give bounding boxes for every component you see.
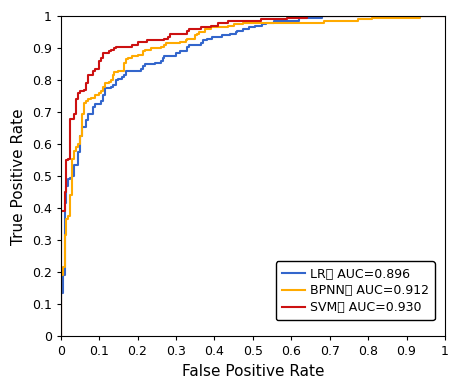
LR： AUC=0.896 — [190, 43, 196, 47]
Line: SVM： AUC=0.930: SVM： AUC=0.930 — [61, 16, 444, 336]
SVM： AUC=0.930 — [441, 14, 447, 18]
LR： AUC=0.896 — [441, 14, 447, 18]
Legend: LR： AUC=0.896, BPNN： AUC=0.912, SVM： AUC=0.930: LR： AUC=0.896, BPNN： AUC=0.912, SVM： AUC… — [275, 261, 434, 321]
LR： AUC=0.896 — [142, 62, 148, 66]
BPNN： AUC=0.912 — [133, 54, 138, 58]
SVM： AUC=0.930 — [58, 254, 63, 259]
SVM： AUC=0.930 — [303, 14, 309, 18]
Y-axis label: True Positive Rate: True Positive Rate — [11, 108, 26, 245]
SVM： AUC=0.930 — [307, 14, 313, 18]
BPNN： AUC=0.912 — [62, 257, 67, 262]
X-axis label: False Positive Rate: False Positive Rate — [181, 364, 324, 379]
BPNN： AUC=0.912 — [185, 38, 190, 43]
LR： AUC=0.896 — [58, 334, 63, 339]
BPNN： AUC=0.912 — [441, 14, 447, 18]
SVM： AUC=0.930 — [359, 14, 364, 18]
LR： AUC=0.896 — [319, 14, 324, 18]
Line: LR： AUC=0.896: LR： AUC=0.896 — [61, 16, 444, 336]
BPNN： AUC=0.912 — [313, 20, 318, 25]
SVM： AUC=0.930 — [121, 44, 127, 49]
LR： AUC=0.896 — [359, 14, 364, 18]
Line: BPNN： AUC=0.912: BPNN： AUC=0.912 — [61, 16, 444, 336]
SVM： AUC=0.930 — [58, 334, 63, 339]
SVM： AUC=0.930 — [177, 31, 182, 36]
LR： AUC=0.896 — [62, 257, 67, 262]
BPNN： AUC=0.912 — [361, 17, 366, 22]
LR： AUC=0.896 — [307, 15, 313, 20]
BPNN： AUC=0.912 — [416, 14, 422, 18]
BPNN： AUC=0.912 — [58, 334, 63, 339]
SVM： AUC=0.930 — [112, 46, 117, 50]
BPNN： AUC=0.912 — [125, 57, 130, 62]
LR： AUC=0.896 — [138, 68, 144, 73]
